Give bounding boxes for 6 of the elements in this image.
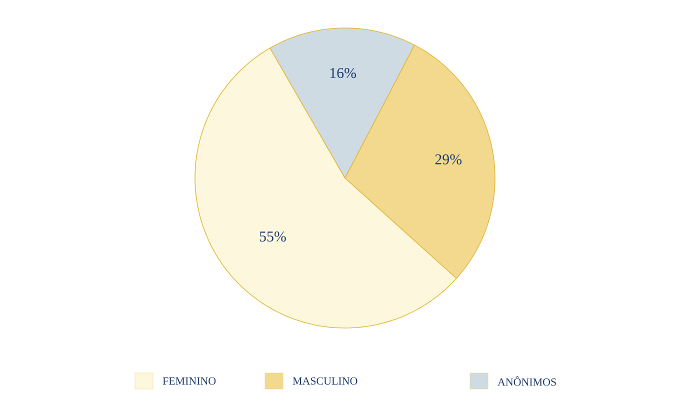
data-label: 55% xyxy=(260,231,286,242)
legend-label: MASCULINO xyxy=(292,377,358,385)
legend-label: FEMININO xyxy=(162,377,216,385)
legend-label: ANÔNIMOS xyxy=(498,376,556,386)
data-label: 16% xyxy=(330,68,356,78)
data-label: 29% xyxy=(435,154,462,164)
